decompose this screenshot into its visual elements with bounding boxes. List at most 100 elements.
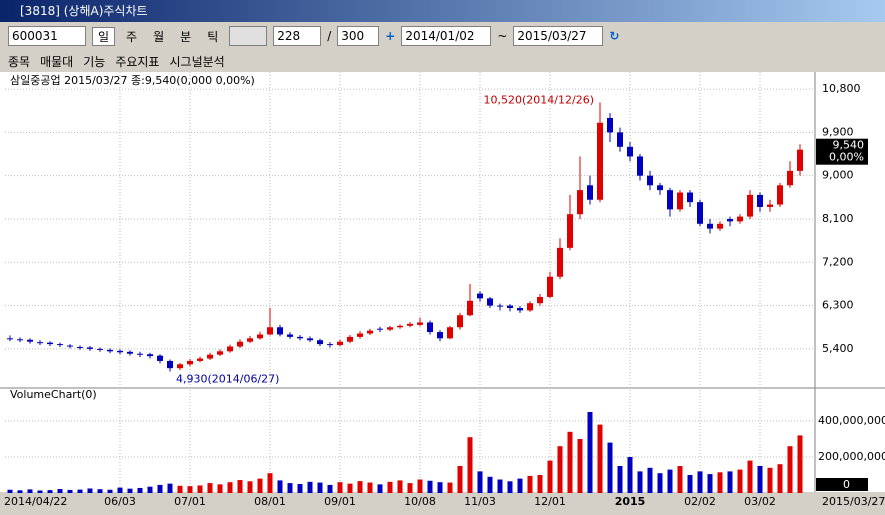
price-box [816, 138, 868, 165]
volume-bar [657, 473, 663, 493]
x-tick-label: 06/03 [104, 495, 136, 508]
volume-bar [57, 489, 63, 493]
last-price: 9,540 [833, 139, 865, 152]
volume-bar [257, 478, 263, 493]
separator: / [327, 29, 332, 43]
candle-body [407, 323, 413, 326]
candle-body [307, 338, 313, 341]
menu[interactable]: 주요지표 [115, 54, 160, 69]
x-tick-label: 10/08 [404, 495, 436, 508]
candle-body [217, 351, 223, 355]
candle-body [97, 348, 103, 350]
volume-bar [357, 481, 363, 493]
candle-body [347, 336, 353, 342]
volume-bar [757, 466, 763, 493]
candle-body [417, 322, 423, 325]
volume-bar [337, 482, 343, 493]
x-tick-label: 03/02 [744, 495, 776, 508]
x-tick-label: 2015/03/27 [822, 495, 885, 508]
candle-body [37, 342, 43, 344]
x-axis-bg [0, 492, 885, 515]
volume-box [816, 478, 868, 491]
candle-body [587, 185, 593, 200]
candle-body [87, 347, 93, 349]
x-tick-label: 12/01 [534, 495, 566, 508]
plus-icon[interactable]: + [385, 29, 396, 43]
volume-bar [247, 481, 253, 493]
candle-body [187, 360, 193, 365]
menu[interactable]: 매물대 [40, 54, 74, 69]
candle-body [127, 351, 133, 354]
x-tick-label: 2014/04/22 [4, 495, 67, 508]
x-tick-label: 09/01 [324, 495, 356, 508]
y-tick-label: 7,200 [822, 255, 854, 268]
volume-bar [157, 484, 163, 493]
volume-bar [797, 435, 803, 493]
volume-bar [577, 439, 583, 493]
candle-body [777, 185, 783, 205]
tilde: ~ [497, 29, 508, 43]
volume-bar [47, 490, 53, 493]
menu[interactable]: 기능 [83, 54, 106, 69]
volume-bar [277, 480, 283, 493]
chart-title: 삼일중공업 2015/03/27 종:9,540(0,000 0,00%) [10, 73, 255, 87]
volume-bar [607, 442, 613, 493]
y-tick-label: 8,100 [822, 212, 854, 225]
candle-body [317, 340, 323, 345]
x-tick-label: 11/03 [464, 495, 496, 508]
period-btn[interactable]: 틱 [207, 29, 219, 44]
period-btn[interactable]: 분 [180, 29, 192, 44]
period-btn[interactable]: 월 [153, 29, 165, 44]
volume-bar [17, 490, 23, 493]
volume-bar [597, 424, 603, 493]
code-input[interactable]: 600031 [8, 26, 86, 46]
candle-body [697, 202, 703, 224]
volume-bar [307, 481, 313, 493]
volume-bar [667, 469, 673, 493]
menu[interactable]: 종목 [8, 54, 31, 69]
candle-body [17, 339, 23, 341]
from-date[interactable]: 2014/01/02 [401, 26, 492, 46]
period-btn[interactable]: 일 [92, 26, 116, 46]
candle-body [627, 146, 633, 157]
volume-bar [217, 484, 223, 493]
candle-body [287, 334, 293, 337]
to-date[interactable]: 2015/03/27 [513, 26, 604, 46]
candle-body [787, 170, 793, 186]
menu[interactable]: 시그널분석 [169, 54, 225, 69]
count-input[interactable]: 228 [273, 26, 322, 46]
volume-bar [467, 437, 473, 493]
volume-bar [297, 484, 303, 493]
period-btn[interactable]: 주 [126, 29, 138, 44]
candle-body [197, 358, 203, 361]
volume-bar [517, 478, 523, 493]
volume-title: VolumeChart(0) [10, 388, 97, 401]
candle-body [177, 364, 183, 369]
volume-bar [727, 471, 733, 493]
blank-input[interactable] [229, 26, 268, 46]
candle-body [377, 328, 383, 330]
volume-bar [77, 489, 83, 493]
volume-bar [197, 485, 203, 493]
high-annotation: 10,520(2014/12/26) [484, 94, 594, 107]
candle-body [157, 355, 163, 361]
volume-bar [457, 466, 463, 493]
volume-bar [167, 483, 173, 493]
volume-bar [447, 482, 453, 493]
y-tick-label: 400,000,000 [818, 414, 885, 427]
total-input[interactable]: 300 [337, 26, 380, 46]
volume-bar [627, 457, 633, 493]
candle-body [447, 327, 453, 339]
candle-body [607, 117, 613, 133]
refresh-icon[interactable]: ↻ [609, 29, 620, 43]
candle-body [557, 247, 563, 277]
volume-bar [747, 460, 753, 493]
candle-body [47, 342, 53, 345]
candle-body [327, 344, 333, 346]
y-tick-label: 10,800 [822, 82, 861, 95]
candle-body [667, 190, 673, 210]
candle-body [637, 156, 643, 176]
volume-bar [187, 486, 193, 493]
chart-bg [0, 72, 885, 515]
